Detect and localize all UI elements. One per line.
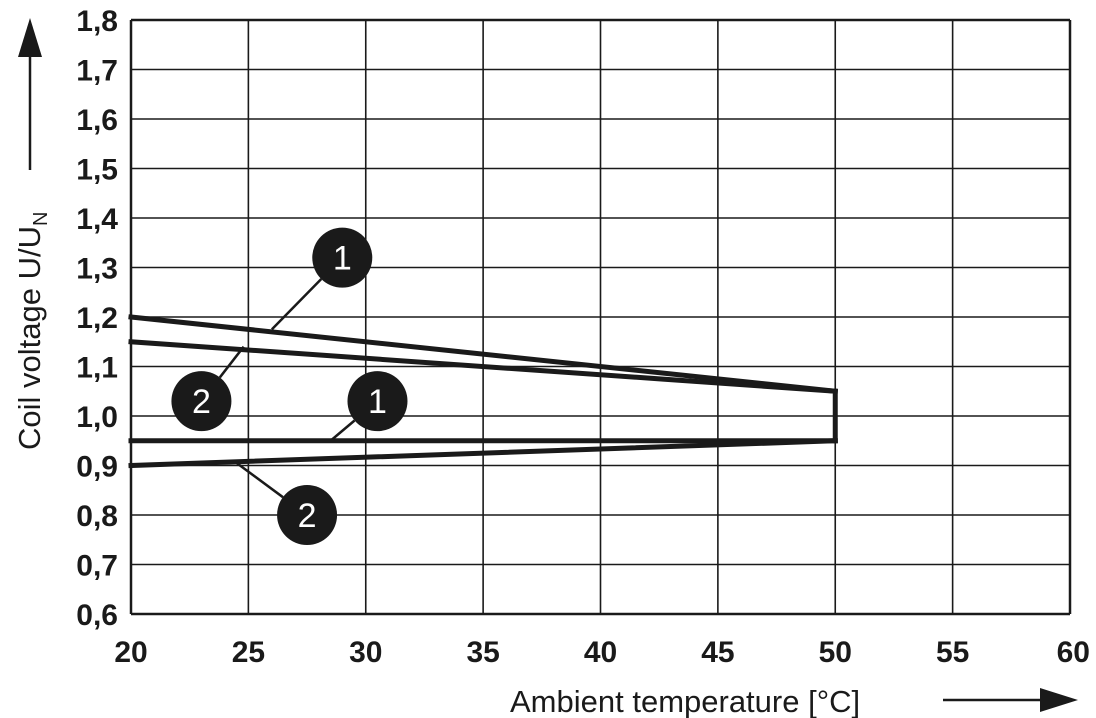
y-tick-label: 1,3 [76, 253, 118, 286]
annotation-marker [277, 485, 338, 545]
y-tick-label: 1,6 [76, 104, 118, 137]
x-tick-labels: 20 25 30 35 40 45 50 55 60 [114, 636, 1090, 669]
series-line-2-upper [128, 339, 838, 394]
x-tick-label: 30 [349, 636, 382, 669]
annotation-leader-line [270, 278, 323, 331]
svg-text:Coil voltage U/UN: Coil voltage U/UN [12, 212, 52, 450]
y-tick-label: 0,9 [76, 451, 118, 484]
series-line-2-lower [128, 438, 838, 469]
y-tick-label: 1,8 [76, 5, 118, 38]
x-tick-label: 55 [936, 636, 969, 669]
annotation-marker [171, 371, 232, 432]
y-tick-label: 0,7 [76, 550, 118, 583]
y-axis-label-subscript: N [30, 212, 52, 226]
annotation-marker-label: 1 [368, 383, 387, 421]
y-axis-label: Coil voltage U/UN [12, 212, 52, 450]
chart-series [128, 314, 838, 469]
annotation-marker [312, 227, 373, 288]
y-tick-label: 1,2 [76, 302, 118, 335]
x-tick-label: 35 [466, 636, 499, 669]
x-axis-arrow [943, 688, 1078, 712]
y-tick-label: 0,8 [76, 500, 118, 533]
x-tick-label: 45 [701, 636, 734, 669]
y-tick-label: 1,7 [76, 55, 118, 88]
annotation-leader-line [235, 462, 284, 499]
y-axis-arrow [18, 18, 42, 170]
annotation-marker [347, 371, 408, 432]
x-tick-label: 25 [232, 636, 265, 669]
x-tick-label: 20 [114, 636, 147, 669]
x-tick-label: 60 [1057, 636, 1090, 669]
x-tick-label: 40 [584, 636, 617, 669]
annotation-marker-label: 1 [333, 240, 352, 278]
y-tick-label: 1,1 [76, 352, 118, 385]
y-tick-label: 1,4 [76, 203, 118, 236]
y-tick-labels: 0,6 0,7 0,8 0,9 1,0 1,1 1,2 1,3 1,4 1,5 1,6 1,7 1,8 [76, 5, 118, 632]
y-tick-label: 1,5 [76, 154, 118, 187]
y-tick-label: 1,0 [76, 401, 118, 434]
x-tick-label: 50 [819, 636, 852, 669]
annotation-marker-label: 2 [298, 497, 317, 535]
annotation-leader-line [218, 345, 245, 379]
annotation-marker-label: 2 [192, 383, 211, 421]
chart-annotations: 1 2 1 2 [171, 227, 408, 545]
chart-grid [129, 18, 1072, 616]
annotation-leader-line [329, 419, 356, 442]
y-tick-label: 0,6 [76, 599, 118, 632]
y-axis-label-main: Coil voltage U/U [12, 226, 47, 450]
series-line-1-upper [128, 314, 838, 394]
x-axis-label: Ambient temperature [°C] [510, 684, 860, 718]
